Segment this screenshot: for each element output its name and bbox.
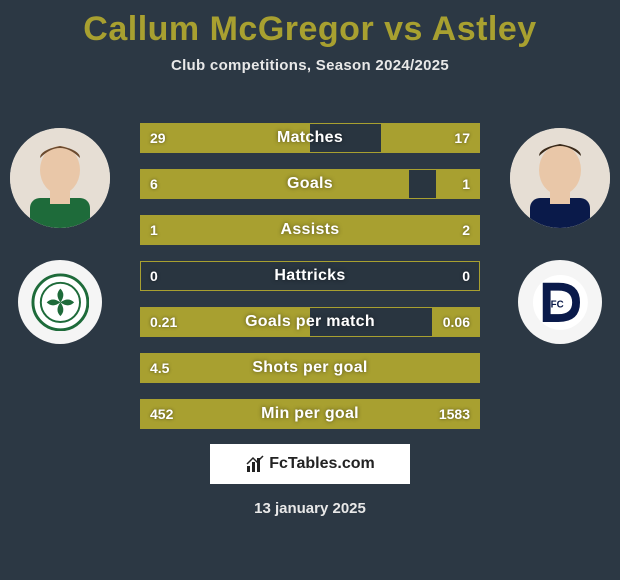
player-left-avatar [10, 128, 110, 228]
stat-label: Goals [140, 175, 480, 193]
stat-label: Hattricks [140, 267, 480, 285]
celtic-badge-icon [31, 273, 90, 332]
stats-bars-container: 2917Matches 61Goals 12Assists 00Hattricks 0.… [140, 123, 480, 445]
stat-row: 0.210.06Goals per match [140, 307, 480, 337]
stat-row: 4.5Shots per goal [140, 353, 480, 383]
stat-row: 00Hattricks [140, 261, 480, 291]
stat-row: 12Assists [140, 215, 480, 245]
stat-label: Goals per match [140, 313, 480, 331]
brand-text: FcTables.com [269, 455, 375, 473]
page-subtitle: Club competitions, Season 2024/2025 [0, 57, 620, 74]
avatar-placeholder-icon [510, 128, 610, 228]
page-title: Callum McGregor vs Astley [0, 0, 620, 49]
dundee-badge-icon: FC [531, 273, 590, 332]
brand-logo: FcTables.com [210, 444, 410, 484]
svg-text:FC: FC [550, 299, 563, 310]
stat-row: 61Goals [140, 169, 480, 199]
avatar-placeholder-icon [10, 128, 110, 228]
stat-label: Min per goal [140, 405, 480, 423]
date-text: 13 january 2025 [0, 500, 620, 517]
player-right-avatar [510, 128, 610, 228]
club-right-badge: FC [518, 260, 602, 344]
stat-row: 2917Matches [140, 123, 480, 153]
club-left-badge [18, 260, 102, 344]
stat-row: 4521583Min per goal [140, 399, 480, 429]
chart-icon [245, 454, 265, 474]
stat-label: Shots per goal [140, 359, 480, 377]
stat-label: Matches [140, 129, 480, 147]
stat-label: Assists [140, 221, 480, 239]
